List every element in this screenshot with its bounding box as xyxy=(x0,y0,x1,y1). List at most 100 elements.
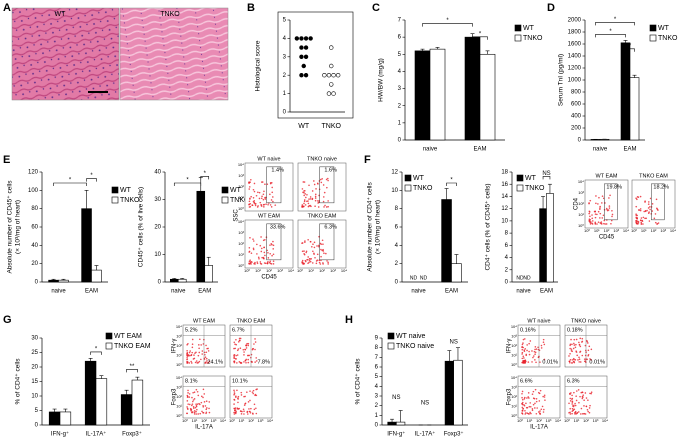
flow-event xyxy=(321,239,324,242)
significance-bracket xyxy=(173,182,202,186)
legend-label: WT xyxy=(120,187,132,194)
flow-event xyxy=(197,394,200,397)
flow-event xyxy=(238,361,241,363)
flow-event xyxy=(198,360,201,363)
y-tick-label: 16 xyxy=(501,182,508,188)
flow-event xyxy=(311,190,314,192)
flow-event xyxy=(576,354,579,357)
flow-event xyxy=(258,197,261,200)
value-label: ND xyxy=(523,275,531,281)
flow-event xyxy=(639,195,642,198)
flow-event xyxy=(601,202,603,204)
y-tick-label: 4 xyxy=(283,36,287,42)
flow-plot-title: TNKO EAM xyxy=(639,173,668,179)
flow-event xyxy=(322,196,325,198)
flow-event xyxy=(236,349,239,352)
flow-tick-label: 10⁰ xyxy=(238,263,244,268)
flow-event xyxy=(245,362,247,364)
bar xyxy=(414,50,431,141)
flow-event xyxy=(248,186,251,188)
x-tick-label: EAM xyxy=(473,147,486,153)
flow-event xyxy=(247,342,250,345)
legend-swatch xyxy=(105,342,113,350)
flow-event xyxy=(256,206,259,208)
flow-event xyxy=(303,199,306,201)
legend-swatch xyxy=(404,174,412,182)
flow-event xyxy=(267,257,270,259)
flow-event xyxy=(202,404,204,407)
y-tick-label: 5 xyxy=(35,408,39,414)
flow-plot-title: WT naive xyxy=(257,156,280,162)
significance-bracket xyxy=(200,176,210,180)
flow-event xyxy=(301,206,303,208)
flow-event xyxy=(581,391,584,393)
significance-label: * xyxy=(90,173,93,179)
gate-label: 19.8% xyxy=(606,184,622,190)
x-tick-label: EAM xyxy=(85,289,98,295)
gate xyxy=(604,183,618,221)
flow-event xyxy=(195,388,198,391)
gate-label: 10.1% xyxy=(232,378,248,384)
flow-event xyxy=(314,256,316,259)
flow-event xyxy=(571,394,573,397)
flow-event xyxy=(524,410,526,412)
flow-event xyxy=(258,257,260,260)
flow-event xyxy=(251,204,253,206)
gate-label: 0.16% xyxy=(520,327,536,333)
flow-event xyxy=(250,407,252,410)
flow-event xyxy=(301,204,304,206)
flow-event xyxy=(243,395,245,398)
flow-tick-label: 10⁴ xyxy=(288,268,294,273)
flow-event xyxy=(252,200,255,203)
flow-event xyxy=(239,337,242,340)
y-axis-label: % of CD4⁺ cells xyxy=(355,358,362,405)
significance-bracket xyxy=(542,176,551,180)
flow-event xyxy=(529,411,531,414)
flow-event xyxy=(260,197,263,200)
flow-plot-title: TNKO EAM xyxy=(308,213,337,219)
flow-event xyxy=(314,193,317,196)
flow-tick-label: 10³ xyxy=(277,268,283,273)
bar xyxy=(396,421,406,426)
flow-event xyxy=(233,391,236,393)
flow-event xyxy=(311,262,314,264)
flow-event xyxy=(208,401,211,403)
flow-event xyxy=(256,243,258,246)
flow-event xyxy=(605,223,608,225)
flow-event xyxy=(323,191,326,194)
flow-event xyxy=(568,355,570,357)
flow-event xyxy=(256,262,259,265)
flow-event xyxy=(320,248,322,251)
gate xyxy=(651,183,665,221)
legend-label: TNKO naive xyxy=(396,343,434,350)
flow-event xyxy=(233,392,236,395)
flow-event xyxy=(191,346,194,349)
flow-event xyxy=(573,391,575,394)
flow-plot-title: WT EAM xyxy=(596,173,618,179)
flow-event xyxy=(533,397,536,400)
flow-event xyxy=(192,399,195,401)
flow-event xyxy=(247,354,249,357)
legend-label: TNKO xyxy=(120,197,140,204)
y-tick-label: 7 xyxy=(375,355,379,361)
flow-tick-label: 10¹ xyxy=(594,228,600,233)
bar xyxy=(59,411,72,426)
flow-event xyxy=(188,396,191,398)
flow-tick-label: 10¹ xyxy=(641,228,647,233)
y-tick-label: 6 xyxy=(375,365,379,371)
y-axis-label: CD45⁺ cells (% of live cells) xyxy=(138,187,145,267)
flow-event xyxy=(526,397,528,399)
flow-event xyxy=(523,396,526,399)
y-tick-label: 1 xyxy=(375,413,379,419)
histology-image xyxy=(119,7,229,101)
flow-event xyxy=(653,217,656,220)
flow-event xyxy=(598,196,600,199)
flow-event xyxy=(654,213,657,215)
flow-event xyxy=(569,359,572,361)
flow-event xyxy=(527,392,530,394)
flow-event xyxy=(247,361,250,364)
bar xyxy=(196,190,206,283)
flow-event xyxy=(608,205,611,207)
flow-event xyxy=(322,262,324,264)
flow-event xyxy=(537,346,539,349)
